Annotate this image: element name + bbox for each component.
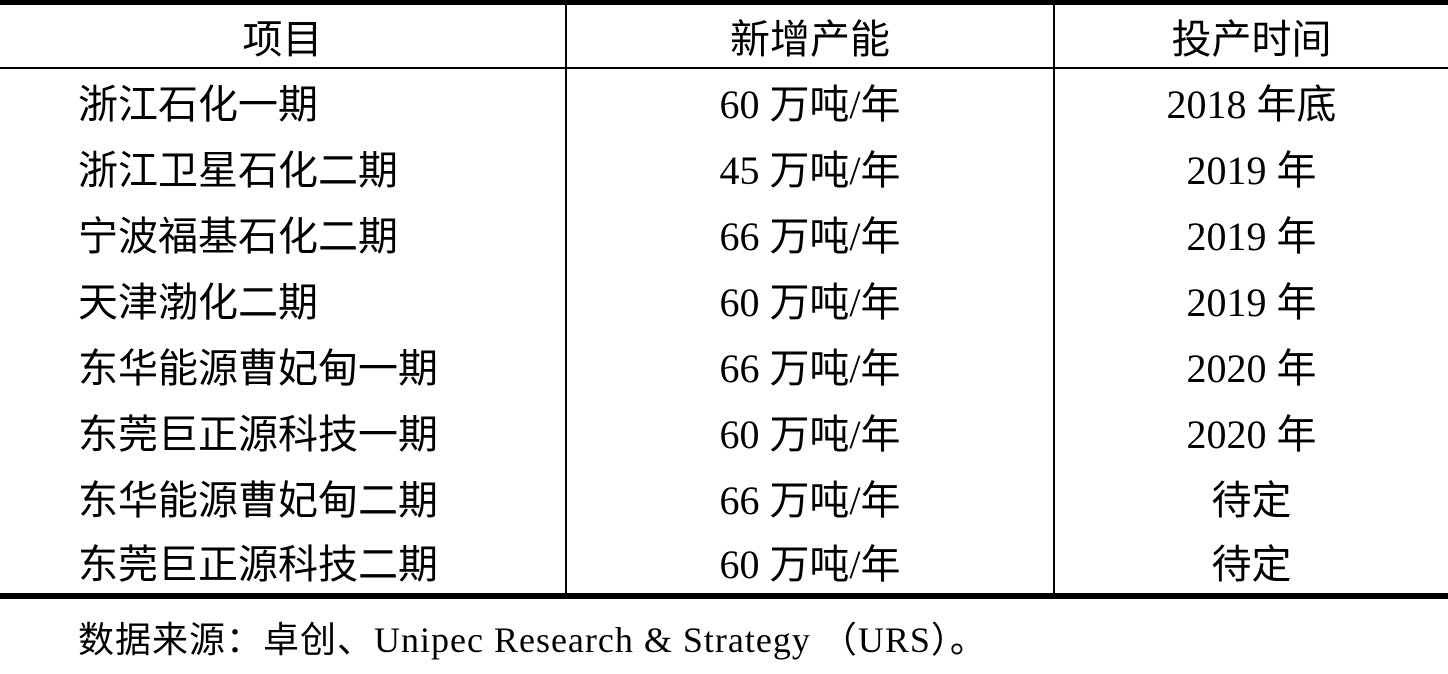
project-cell: 宁波福基石化二期 bbox=[78, 213, 398, 259]
table-row: 浙江石化一期 60 万吨/年 2018 年底 bbox=[0, 67, 1448, 134]
capacity-cell: 60 万吨/年 bbox=[565, 67, 1054, 134]
header-project: 项目 bbox=[0, 2, 566, 69]
source-note: 数据来源：卓创、Unipec Research & Strategy （URS）… bbox=[78, 619, 987, 660]
table-row: 东莞巨正源科技二期 60 万吨/年 待定 bbox=[0, 529, 1448, 596]
header-time: 投产时间 bbox=[1053, 2, 1448, 69]
project-cell: 东华能源曹妃甸一期 bbox=[78, 345, 438, 391]
time-cell: 2019 年 bbox=[1053, 265, 1448, 332]
time-cell: 2018 年底 bbox=[1053, 67, 1448, 134]
capacity-cell: 60 万吨/年 bbox=[565, 397, 1054, 464]
project-cell: 东华能源曹妃甸二期 bbox=[78, 477, 438, 523]
time-cell: 待定 bbox=[1053, 529, 1448, 596]
project-cell: 浙江卫星石化二期 bbox=[78, 147, 398, 193]
capacity-cell: 60 万吨/年 bbox=[565, 265, 1054, 332]
capacity-cell: 66 万吨/年 bbox=[565, 199, 1054, 266]
table-body: 浙江石化一期 60 万吨/年 2018 年底 浙江卫星石化二期 45 万吨/年 2019 … bbox=[0, 67, 1448, 596]
capacity-cell: 60 万吨/年 bbox=[565, 529, 1054, 596]
capacity-cell: 45 万吨/年 bbox=[565, 133, 1054, 200]
time-cell: 2019 年 bbox=[1053, 199, 1448, 266]
project-cell: 东莞巨正源科技二期 bbox=[78, 542, 438, 587]
header-capacity: 新增产能 bbox=[565, 2, 1054, 69]
capacity-cell: 66 万吨/年 bbox=[565, 463, 1054, 530]
header-row: 项目 新增产能 投产时间 bbox=[0, 2, 1448, 69]
project-cell: 浙江石化一期 bbox=[78, 82, 318, 127]
table-row: 东华能源曹妃甸一期 66 万吨/年 2020 年 bbox=[0, 331, 1448, 398]
table-row: 浙江卫星石化二期 45 万吨/年 2019 年 bbox=[0, 133, 1448, 200]
capacity-table: 项目 新增产能 投产时间 浙江石化一期 60 万吨/年 2018 年底 浙江卫星石化二… bbox=[0, 0, 1448, 599]
table-header: 项目 新增产能 投产时间 bbox=[0, 2, 1448, 69]
table-row: 天津渤化二期 60 万吨/年 2019 年 bbox=[0, 265, 1448, 332]
table-row: 东华能源曹妃甸二期 66 万吨/年 待定 bbox=[0, 463, 1448, 530]
table-row: 宁波福基石化二期 66 万吨/年 2019 年 bbox=[0, 199, 1448, 266]
time-cell: 2020 年 bbox=[1053, 331, 1448, 398]
project-cell: 东莞巨正源科技一期 bbox=[78, 411, 438, 457]
time-cell: 2020 年 bbox=[1053, 397, 1448, 464]
table-row: 东莞巨正源科技一期 60 万吨/年 2020 年 bbox=[0, 397, 1448, 464]
capacity-cell: 66 万吨/年 bbox=[565, 331, 1054, 398]
time-cell: 2019 年 bbox=[1053, 133, 1448, 200]
time-cell: 待定 bbox=[1053, 463, 1448, 530]
project-cell: 天津渤化二期 bbox=[78, 279, 318, 325]
